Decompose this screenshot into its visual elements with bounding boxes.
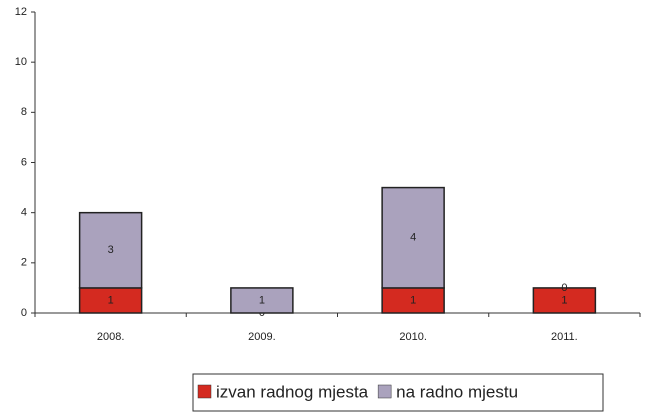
- data-label: 4: [410, 232, 416, 244]
- x-tick-label: 2008.: [97, 331, 125, 343]
- legend-box: [192, 373, 604, 412]
- y-tick-label: 0: [21, 307, 27, 319]
- x-tick-label: 2010.: [399, 331, 427, 343]
- bar-segment: [78, 287, 143, 314]
- data-label: 1: [410, 294, 416, 306]
- x-tick-label: 2011.: [551, 331, 578, 343]
- y-tick-label: 2: [21, 257, 27, 269]
- y-tick-label: 4: [21, 207, 27, 219]
- data-label: 1: [108, 294, 114, 306]
- bar-segment: [381, 287, 445, 314]
- data-label: 0: [561, 282, 567, 294]
- bar-segment: [381, 186, 445, 289]
- bar-segment: [532, 287, 597, 314]
- data-label: 1: [259, 294, 265, 306]
- y-tick-label: 12: [15, 6, 27, 18]
- legend-swatch: [377, 384, 392, 399]
- legend-label: izvan radnog mjesta: [216, 382, 369, 401]
- legend-label: na radno mjestu: [396, 382, 518, 401]
- data-label: 3: [108, 244, 114, 256]
- y-tick-label: 10: [15, 56, 27, 68]
- y-tick-label: 8: [21, 106, 27, 118]
- bar-segment: [230, 287, 294, 314]
- x-tick-label: 2009.: [248, 331, 276, 343]
- legend-swatch: [197, 384, 212, 399]
- bar-segment: [78, 211, 143, 289]
- y-tick-label: 6: [21, 156, 27, 168]
- data-label: 1: [561, 294, 567, 306]
